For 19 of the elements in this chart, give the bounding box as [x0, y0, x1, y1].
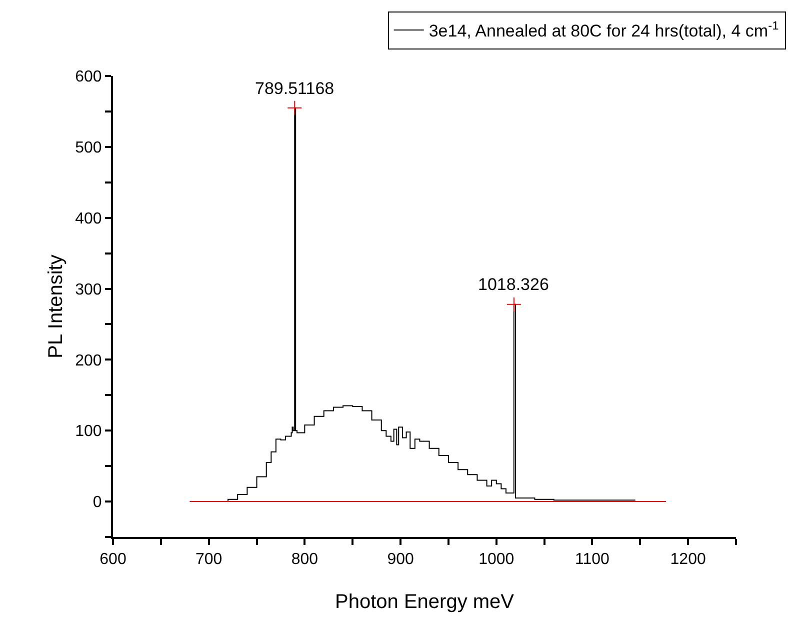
- x-tick-label: 600: [100, 551, 126, 568]
- x-tick-label: 700: [196, 551, 222, 568]
- y-tick-label: 100: [75, 423, 102, 440]
- y-tick-label: 600: [75, 68, 102, 86]
- annotation: 789.51168: [255, 79, 334, 98]
- y-tick-label: 200: [75, 352, 102, 370]
- y-tick-label: 500: [75, 140, 102, 157]
- x-tick-label: 800: [291, 551, 318, 568]
- y-tick-label: 400: [75, 210, 102, 228]
- x-tick-label: 900: [387, 551, 414, 568]
- x-tick-label: 1200: [670, 551, 706, 568]
- y-tick-label: 300: [75, 281, 102, 298]
- annotation: 1018.326: [478, 275, 549, 294]
- y-tick-label: 0: [92, 494, 102, 512]
- y-axis-title: PL Intensity: [45, 254, 67, 358]
- legend-label: 3e14, Annealed at 80C for 24 hrs(total), 4 cm$^{-1}$: [428, 18, 780, 41]
- x-axis-title: Photon Energy meV: [335, 591, 515, 613]
- x-tick-label: 1100: [575, 551, 610, 568]
- x-tick-label: 1000: [478, 551, 514, 568]
